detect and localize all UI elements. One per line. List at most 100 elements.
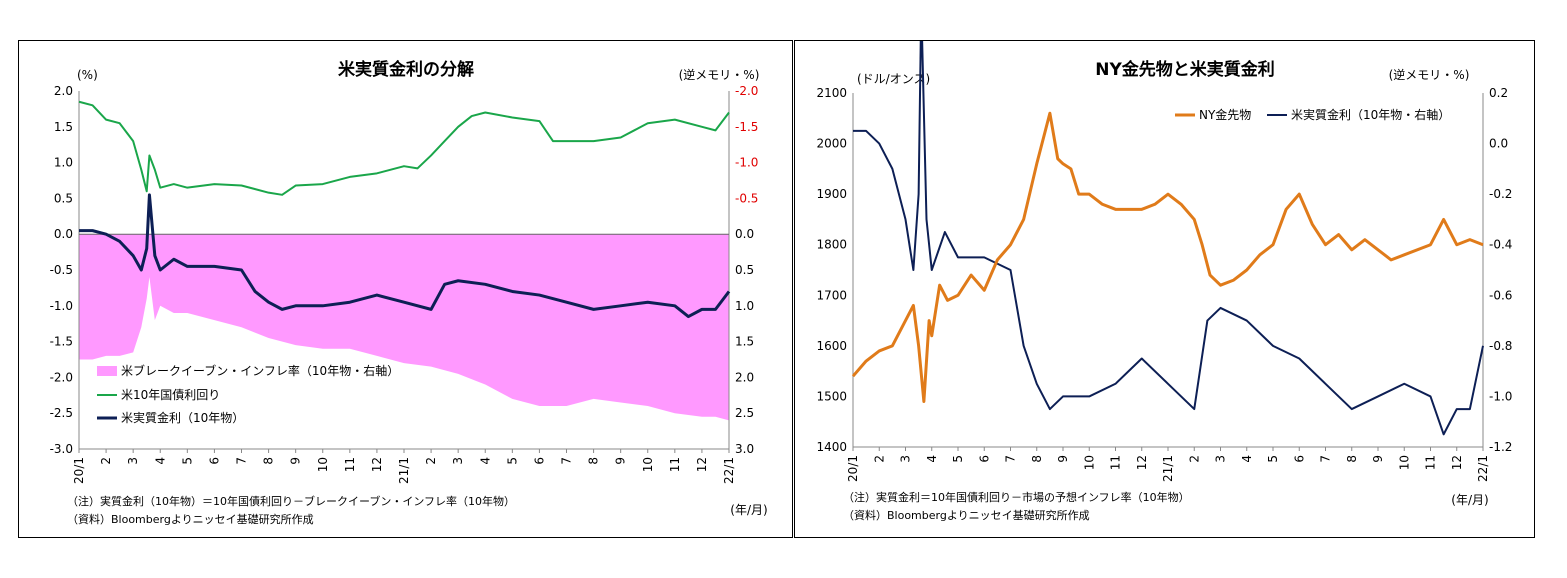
- y-right-tick-label: 0.0: [1489, 137, 1508, 151]
- legend-label-real-rate: 米実質金利（10年物）: [121, 410, 244, 425]
- y-right-unit: (逆メモリ・%): [679, 67, 760, 82]
- x-tick-label: 7: [1319, 455, 1333, 463]
- y-right-tick-label: -0.2: [1489, 187, 1512, 201]
- chart-panel-right: NY金先物と米実質金利 (ドル/オンス) (逆メモリ・%) (年/月) （注）実…: [794, 40, 1535, 538]
- y-right-tick-label: 2.0: [735, 370, 754, 384]
- y-right-unit: (逆メモリ・%): [1389, 67, 1470, 82]
- x-unit: (年/月): [1451, 493, 1488, 507]
- y-left-tick-label: 2000: [816, 137, 847, 151]
- x-tick-label: 12: [695, 457, 709, 472]
- legend-label-breakeven: 米ブレークイーブン・インフレ率（10年物・右軸）: [121, 363, 399, 378]
- x-unit: (年/月): [730, 503, 767, 517]
- y-left-tick-label: 1900: [816, 187, 847, 201]
- y-right-tick-label: 1.5: [735, 335, 754, 349]
- x-tick-label: 22/1: [722, 457, 736, 484]
- x-tick-label: 10: [1082, 455, 1096, 470]
- x-tick-label: 10: [1397, 455, 1411, 470]
- x-tick-label: 8: [587, 457, 601, 465]
- x-tick-label: 9: [1371, 455, 1385, 463]
- y-left-tick-label: -1.5: [50, 335, 73, 349]
- x-tick-label: 21/1: [397, 457, 411, 484]
- note-2: （資料）Bloombergよりニッセイ基礎研究所作成: [843, 508, 1090, 522]
- y-right-tick-label: 2.5: [735, 406, 754, 420]
- y-right-tick-label: 0.0: [735, 227, 754, 241]
- y-left-tick-label: -0.5: [50, 263, 73, 277]
- x-tick-label: 3: [451, 457, 465, 465]
- x-tick-label: 10: [641, 457, 655, 472]
- y-left-unit: (ドル/オンス): [857, 72, 930, 86]
- x-tick-label: 7: [560, 457, 574, 465]
- y-left-unit: (%): [77, 68, 98, 82]
- x-tick-label: 10: [316, 457, 330, 472]
- x-tick-label: 4: [925, 455, 939, 463]
- x-tick-label: 3: [1214, 455, 1228, 463]
- y-right-tick-label: -2.0: [735, 84, 758, 98]
- y-left-tick-label: -2.0: [50, 370, 73, 384]
- y-left-tick-label: 1.0: [54, 156, 73, 170]
- x-tick-label: 11: [1424, 455, 1438, 470]
- x-tick-label: 5: [1266, 455, 1280, 463]
- x-tick-label: 7: [1004, 455, 1018, 463]
- x-tick-label: 12: [1450, 455, 1464, 470]
- y-left-tick-label: -2.5: [50, 406, 73, 420]
- x-tick-label: 6: [207, 457, 221, 465]
- y-left-tick-label: 0.0: [54, 227, 73, 241]
- series-area-breakeven: [79, 234, 729, 421]
- x-tick-label: 7: [235, 457, 249, 465]
- y-right-tick-label: -1.5: [735, 120, 758, 134]
- note-1: （注）実質金利＝10年国債利回り－市場の予想インフレ率（10年物）: [843, 490, 1190, 504]
- x-tick-label: 4: [153, 457, 167, 465]
- note-1: （注）実質金利（10年物）＝10年国債利回り－ブレークイーブン・インフレ率（10…: [67, 494, 515, 508]
- y-right-tick-label: 3.0: [735, 442, 754, 456]
- x-tick-label: 5: [951, 455, 965, 463]
- y-left-tick-label: 2100: [816, 86, 847, 100]
- y-left-tick-label: 1800: [816, 238, 847, 252]
- x-tick-label: 12: [370, 457, 384, 472]
- y-right-tick-label: 1.0: [735, 299, 754, 313]
- series-line-10y-yield: [78, 100, 730, 196]
- x-tick-label: 5: [505, 457, 519, 465]
- y-left-tick-label: -3.0: [50, 442, 73, 456]
- x-tick-label: 6: [977, 455, 991, 463]
- x-tick-label: 2: [99, 457, 113, 465]
- x-tick-label: 9: [614, 457, 628, 465]
- y-left-tick-label: 1500: [816, 389, 847, 403]
- x-tick-label: 3: [126, 457, 140, 465]
- note-2: （資料）Bloombergよりニッセイ基礎研究所作成: [67, 512, 314, 526]
- x-tick-label: 3: [899, 455, 913, 463]
- legend-label-real-rate: 米実質金利（10年物・右軸）: [1291, 107, 1450, 122]
- x-tick-label: 9: [289, 457, 303, 465]
- series-line-gold-futures: [851, 111, 1484, 403]
- legend-swatch-breakeven: [97, 366, 117, 376]
- series-line-real-rate: [853, 41, 1484, 436]
- y-left-tick-label: -1.0: [50, 299, 73, 313]
- y-right-tick-label: -1.0: [1489, 389, 1512, 403]
- x-tick-label: 8: [1030, 455, 1044, 463]
- x-tick-label: 6: [532, 457, 546, 465]
- x-tick-label: 20/1: [846, 455, 860, 482]
- x-tick-label: 12: [1135, 455, 1149, 470]
- y-left-tick-label: 1400: [816, 440, 847, 454]
- x-tick-label: 9: [1056, 455, 1070, 463]
- x-tick-label: 2: [424, 457, 438, 465]
- x-tick-label: 4: [1240, 455, 1254, 463]
- y-right-tick-label: -0.4: [1489, 238, 1512, 252]
- x-tick-label: 2: [872, 455, 886, 463]
- legend-label-yield: 米10年国債利回り: [121, 387, 220, 402]
- x-tick-label: 8: [1345, 455, 1359, 463]
- y-left-tick-label: 1600: [816, 339, 847, 353]
- y-right-tick-label: -0.5: [735, 191, 758, 205]
- x-tick-label: 20/1: [72, 457, 86, 484]
- real-rate-decomposition-chart: 米実質金利の分解 (%) (逆メモリ・%) (年/月) （注）実質金利（10年物…: [50, 59, 768, 526]
- x-tick-label: 11: [668, 457, 682, 472]
- x-tick-label: 22/1: [1476, 455, 1490, 482]
- y-left-tick-label: 1700: [816, 288, 847, 302]
- chart-panel-left: 米実質金利の分解 (%) (逆メモリ・%) (年/月) （注）実質金利（10年物…: [18, 40, 793, 538]
- y-left-tick-label: 0.5: [54, 191, 73, 205]
- y-left-tick-label: 1.5: [54, 120, 73, 134]
- x-tick-label: 21/1: [1161, 455, 1175, 482]
- y-right-tick-label: 0.5: [735, 263, 754, 277]
- x-tick-label: 8: [262, 457, 276, 465]
- y-right-tick-label: -0.8: [1489, 339, 1512, 353]
- y-right-tick-label: -0.6: [1489, 288, 1512, 302]
